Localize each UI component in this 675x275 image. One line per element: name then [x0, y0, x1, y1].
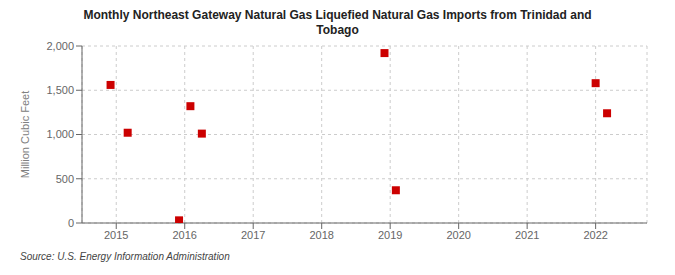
- svg-text:2022: 2022: [583, 229, 607, 241]
- svg-text:Million Cubic Feet: Million Cubic Feet: [19, 91, 31, 178]
- svg-text:0: 0: [68, 217, 74, 229]
- svg-text:2019: 2019: [378, 229, 402, 241]
- svg-text:500: 500: [56, 173, 74, 185]
- svg-text:1,500: 1,500: [46, 84, 74, 96]
- svg-text:2016: 2016: [172, 229, 196, 241]
- svg-text:2021: 2021: [515, 229, 539, 241]
- html-text:Source: U.S. Energy Informatio: Source: U.S. Energy Information Administ…: [20, 251, 230, 262]
- html-text:Monthly Northeast Gateway Natu: Monthly Northeast Gateway Natural Gas Li…: [83, 8, 592, 37]
- svg-text:1,000: 1,000: [46, 128, 74, 140]
- svg-text:2015: 2015: [104, 229, 128, 241]
- svg-text:2018: 2018: [309, 229, 333, 241]
- svg-text:2,000: 2,000: [46, 40, 74, 52]
- svg-text:2017: 2017: [241, 229, 265, 241]
- svg-text:2020: 2020: [446, 229, 470, 241]
